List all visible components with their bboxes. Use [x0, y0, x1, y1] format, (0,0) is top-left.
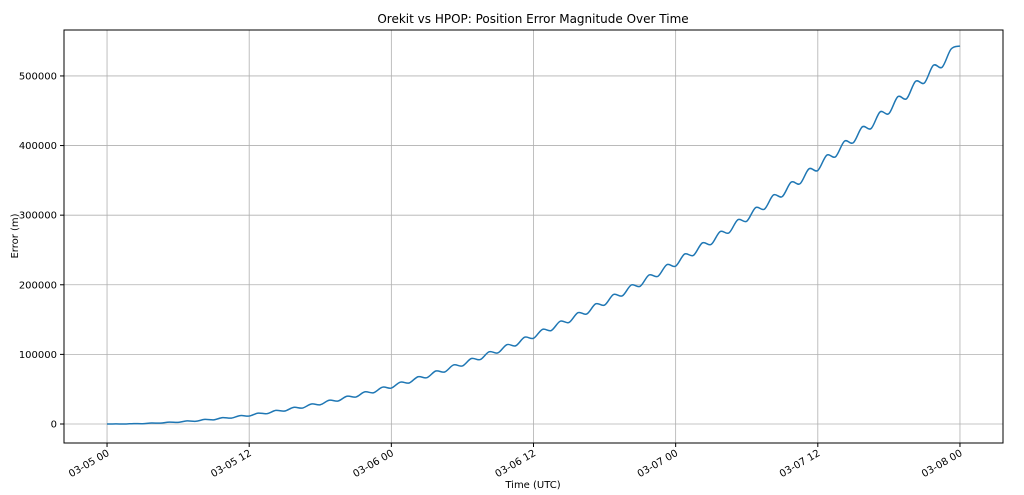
x-tick-label: 03-07 00: [636, 448, 680, 480]
y-tick-label: 200000: [19, 280, 57, 291]
x-tick-label: 03-06 12: [494, 448, 538, 480]
y-tick-label: 100000: [19, 350, 57, 361]
chart-title: Orekit vs HPOP: Position Error Magnitude…: [377, 12, 688, 26]
x-tick-label: 03-05 12: [209, 448, 253, 480]
series-line: [107, 45, 961, 425]
x-tick-label: 03-08 00: [920, 448, 964, 480]
x-axis: 03-05 00 03-05 12 03-06 00 03-06 12 03-07 00…: [67, 443, 964, 480]
x-tick-label: 03-05 00: [67, 448, 111, 480]
y-tick-label: 0: [51, 419, 57, 430]
y-tick-label: 500000: [19, 71, 57, 82]
x-axis-label: Time (UTC): [504, 480, 560, 491]
y-tick-label: 300000: [19, 211, 57, 222]
y-tick-label: 400000: [19, 141, 57, 152]
x-tick-label: 03-07 12: [778, 448, 822, 480]
x-tick-label: 03-06 00: [351, 448, 395, 480]
grid: [64, 30, 1003, 443]
y-axis-label: Error (m): [10, 213, 21, 258]
y-axis: 0 100000 200000 300000 400000 500000: [19, 71, 64, 430]
